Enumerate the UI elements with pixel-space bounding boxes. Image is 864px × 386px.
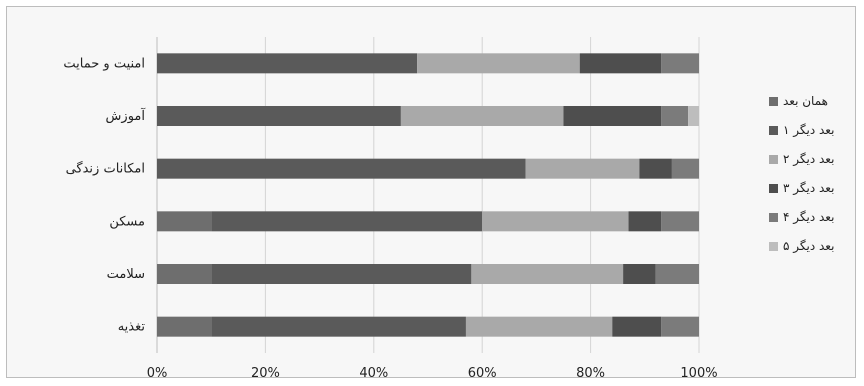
x-tick-label: 80%	[576, 366, 605, 379]
category-label: امنیت و حمایت	[63, 56, 145, 71]
bar-segment	[655, 264, 699, 284]
legend-marker	[769, 126, 778, 135]
category-label: سلامت	[107, 267, 145, 282]
legend-marker	[769, 242, 778, 251]
bar-segment	[471, 264, 624, 284]
bar-segment	[157, 316, 212, 337]
legend-marker	[769, 213, 778, 222]
bar-segment	[525, 158, 640, 179]
tick-labels: 0% 20% 40% 60% 80% 100%	[147, 366, 718, 379]
category-labels: امنیت و حمایت آموزش امکانات زندگی مسکن سلامت…	[63, 56, 146, 334]
bar-segment	[211, 316, 466, 337]
legend-marker	[769, 184, 778, 193]
category-label: مسکن	[109, 214, 145, 229]
legend-label: ۴ بعد دیگر	[783, 210, 834, 225]
bar-segment	[563, 106, 662, 126]
x-tick-label: 20%	[251, 366, 280, 379]
legend-label: ۳ بعد دیگر	[783, 181, 834, 196]
legend-marker	[769, 155, 778, 164]
bar-segment	[579, 53, 662, 74]
x-tick-label: 100%	[680, 366, 717, 379]
bar-segment	[688, 106, 699, 126]
legend-label: همان بعد	[783, 94, 828, 108]
bars	[157, 53, 699, 337]
chart-frame: امنیت و حمایت آموزش امکانات زندگی مسکن سلامت…	[6, 6, 856, 379]
legend-marker	[769, 97, 778, 106]
bar-segment	[661, 53, 699, 74]
legend: همان بعد ۱ بعد دیگر ۲ بعد دیگر ۳ بعد دیگر ۴ …	[769, 94, 834, 254]
category-label: امکانات زندگی	[66, 161, 145, 177]
bar-segment	[612, 316, 662, 337]
bar-segment	[628, 211, 662, 232]
legend-label: ۲ بعد دیگر	[783, 152, 834, 167]
plot-area	[157, 37, 699, 353]
bar-segment	[211, 211, 483, 232]
bar-segment	[671, 158, 699, 179]
x-tick-label: 0%	[147, 366, 168, 379]
bar-segment	[211, 264, 472, 284]
legend-label: ۱ بعد دیگر	[783, 123, 834, 138]
grid-lines	[156, 37, 700, 353]
bar-segment	[157, 264, 212, 284]
bar-segment	[623, 264, 656, 284]
bar-segment	[417, 53, 580, 74]
bar-segment	[157, 106, 401, 126]
legend-label: ۵ بعد دیگر	[783, 239, 834, 254]
bar-segment	[465, 316, 613, 337]
bar-segment	[661, 316, 699, 337]
bar-segment	[157, 53, 418, 74]
x-tick-label: 60%	[468, 366, 497, 379]
bar-segment	[157, 211, 212, 232]
x-tick-label: 40%	[359, 366, 388, 379]
category-label: آموزش	[106, 107, 147, 124]
category-label: تغذیه	[118, 320, 146, 335]
bar-segment	[482, 211, 629, 232]
bar-segment	[157, 158, 526, 179]
chart-svg: امنیت و حمایت آموزش امکانات زندگی مسکن سلامت…	[63, 37, 834, 379]
bar-segment	[639, 158, 672, 179]
bar-segment	[400, 106, 564, 126]
bar-segment	[661, 211, 699, 232]
bar-segment	[661, 106, 689, 126]
